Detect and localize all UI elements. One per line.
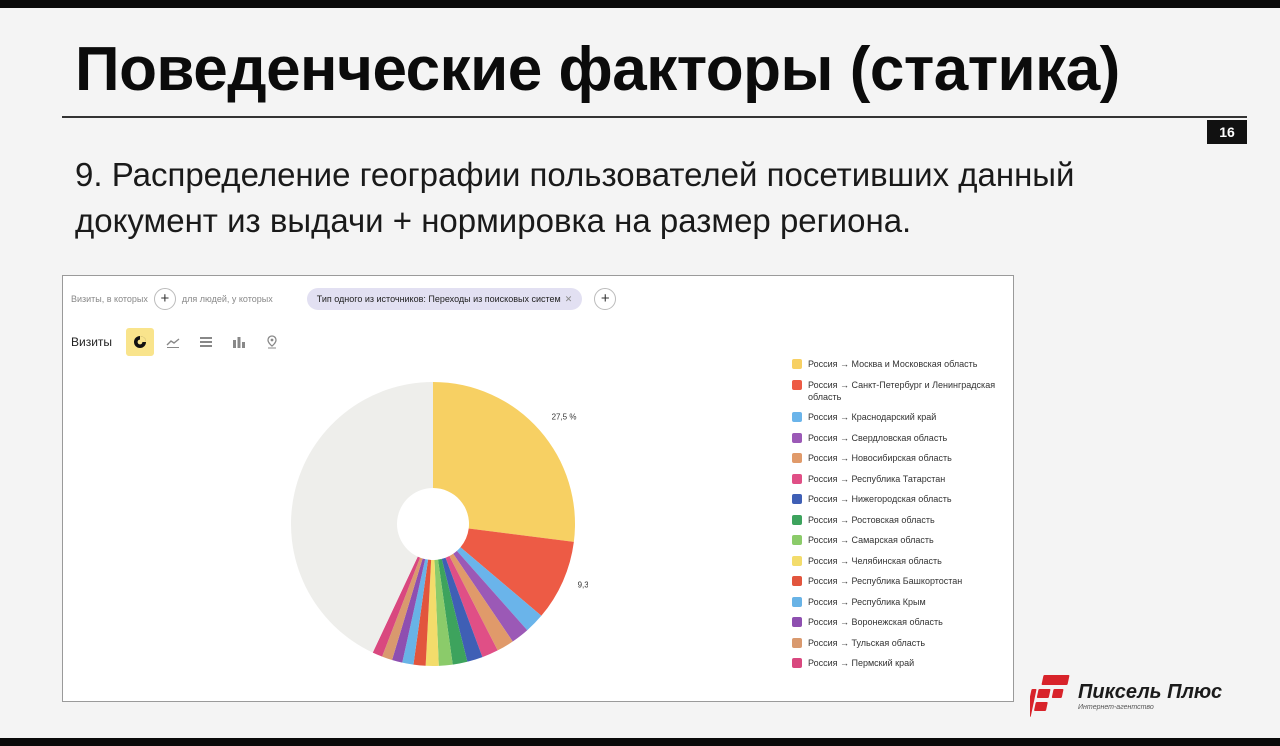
pie-slice[interactable]: [449, 553, 513, 651]
legend-label: Россия → Свердловская область: [808, 432, 948, 443]
legend-checkbox[interactable]: [792, 576, 802, 586]
legend-item[interactable]: Россия → Челябинская область: [792, 555, 1007, 567]
legend-label: Россия → Пермский край: [808, 658, 915, 668]
legend-label: Россия → Воронежская область: [808, 617, 943, 627]
legend-item[interactable]: Россия → Краснодарский край: [792, 411, 1007, 423]
legend-item[interactable]: Россия → Самарская область: [792, 534, 1007, 546]
legend-item[interactable]: Россия → Москва и Московская область: [792, 358, 1007, 370]
pie-slice[interactable]: [460, 528, 574, 616]
brand-block: Пиксель Плюс Интернет-агентство: [1030, 673, 1222, 719]
pie-slice[interactable]: [392, 558, 426, 663]
analytics-report-panel: Визиты, в которых + для людей, у которых…: [62, 275, 1014, 702]
pixel-plus-logo: [1030, 675, 1070, 717]
pie-slice[interactable]: [413, 559, 432, 666]
pie-slice[interactable]: [425, 559, 439, 666]
line-chart-button[interactable]: [159, 328, 187, 356]
slice-data-label: 9,34 %: [578, 581, 588, 590]
legend-checkbox[interactable]: [792, 494, 802, 504]
legend-label: Россия → Нижегородская область: [808, 494, 952, 504]
bottom-border: [0, 738, 1280, 746]
source-filter-chip-label: Тип одного из источников: Переходы из по…: [316, 294, 561, 304]
slide-number: 16: [1207, 120, 1247, 144]
legend-label: Россия → Самарская область: [808, 535, 934, 545]
legend-checkbox[interactable]: [792, 617, 802, 627]
legend-label: Россия → Новосибирская область: [808, 453, 952, 463]
pie-slice[interactable]: [438, 558, 468, 665]
legend-label: Россия → Челябинская область: [808, 555, 942, 566]
legend-checkbox[interactable]: [792, 555, 802, 566]
legend-label: Россия → Республика Крым: [808, 596, 926, 607]
pie-slice[interactable]: [372, 556, 421, 657]
source-filter-chip[interactable]: Тип одного из источников: Переходы из по…: [306, 288, 583, 310]
stacked-chart-button[interactable]: [192, 328, 220, 356]
pie-slice[interactable]: [441, 557, 483, 662]
legend-checkbox[interactable]: [792, 514, 802, 525]
legend-item[interactable]: Россия → Республика Крым: [792, 596, 1007, 608]
legend-item[interactable]: Россия → Новосибирская область: [792, 452, 1007, 464]
stacked-chart-icon: [200, 337, 213, 347]
legend-label: Россия → Санкт-Петербург и Ленинградская…: [808, 379, 996, 402]
remove-filter-icon[interactable]: ✕: [564, 294, 573, 304]
legend-label: Россия → Тульская область: [808, 637, 926, 648]
add-people-condition-button[interactable]: +: [594, 288, 617, 310]
pie-chart-button[interactable]: [126, 328, 155, 356]
legend-item[interactable]: Россия → Пермский край: [792, 657, 1007, 669]
legend-item[interactable]: Россия → Санкт-Петербург и Ленинградская…: [792, 379, 1007, 403]
legend-checkbox[interactable]: [792, 535, 802, 545]
people-filter-label: для людей, у которых: [181, 294, 273, 304]
legend-label: Россия → Республика Татарстан: [808, 473, 946, 484]
pie-slice[interactable]: [382, 557, 423, 660]
pie-slice[interactable]: [434, 559, 453, 666]
chart-legend: Россия → Москва и Московская область Росс…: [792, 358, 1007, 678]
region-pie-chart: 27,5 %9,34 %43,8 %: [290, 382, 588, 666]
pie-slice[interactable]: [290, 382, 433, 653]
legend-checkbox[interactable]: [792, 359, 802, 369]
map-icon: [267, 335, 277, 349]
brand-name: Пиксель Плюс: [1078, 680, 1223, 703]
pie-slice[interactable]: [433, 382, 575, 542]
slide-body-text: 9. Распределение географии пользователей…: [75, 156, 1075, 239]
legend-label: Россия → Краснодарский край: [808, 412, 937, 422]
segment-filter-row: Визиты, в которых + для людей, у которых…: [71, 288, 622, 310]
pie-chart-icon: [134, 336, 147, 348]
legend-item[interactable]: Россия → Нижегородская область: [792, 493, 1007, 505]
legend-item[interactable]: Россия → Ростовская область: [792, 514, 1007, 526]
legend-checkbox[interactable]: [792, 596, 802, 607]
legend-item[interactable]: Россия → Республика Башкортостан: [792, 575, 1007, 587]
pie-slice[interactable]: [456, 547, 542, 631]
legend-checkbox[interactable]: [792, 453, 802, 463]
legend-checkbox[interactable]: [792, 658, 802, 668]
column-chart-button[interactable]: [225, 328, 253, 356]
column-chart-icon: [233, 337, 246, 348]
chart-toolbar: Визиты: [71, 328, 291, 356]
pie-slice[interactable]: [445, 556, 498, 658]
legend-label: Россия → Республика Башкортостан: [808, 576, 963, 586]
pie-slice[interactable]: [453, 550, 528, 642]
legend-label: Россия → Ростовская область: [808, 514, 935, 525]
legend-item[interactable]: Россия → Воронежская область: [792, 616, 1007, 628]
legend-label: Россия → Москва и Московская область: [808, 359, 978, 369]
metric-label: Визиты: [71, 335, 113, 349]
legend-checkbox[interactable]: [792, 637, 802, 648]
legend-item[interactable]: Россия → Республика Татарстан: [792, 473, 1007, 485]
legend-checkbox[interactable]: [792, 412, 802, 422]
add-visit-condition-button[interactable]: +: [153, 288, 176, 310]
slice-data-label: 27,5 %: [552, 413, 577, 422]
map-button[interactable]: [258, 328, 286, 356]
pie-slice[interactable]: [402, 559, 429, 665]
legend-item[interactable]: Россия → Тульская область: [792, 637, 1007, 649]
legend-checkbox[interactable]: [792, 473, 802, 484]
legend-item[interactable]: Россия → Свердловская область: [792, 432, 1007, 444]
brand-text: Пиксель Плюс Интернет-агентство: [1078, 681, 1222, 712]
legend-checkbox[interactable]: [792, 379, 802, 390]
slide-title: Поведенческие факторы (статика): [75, 35, 1120, 104]
brand-tagline: Интернет-агентство: [1078, 703, 1154, 711]
visits-filter-label: Визиты, в которых: [71, 294, 148, 304]
title-divider: [62, 116, 1247, 118]
legend-checkbox[interactable]: [792, 432, 802, 443]
top-border: [0, 0, 1280, 8]
line-chart-icon: [166, 338, 180, 348]
